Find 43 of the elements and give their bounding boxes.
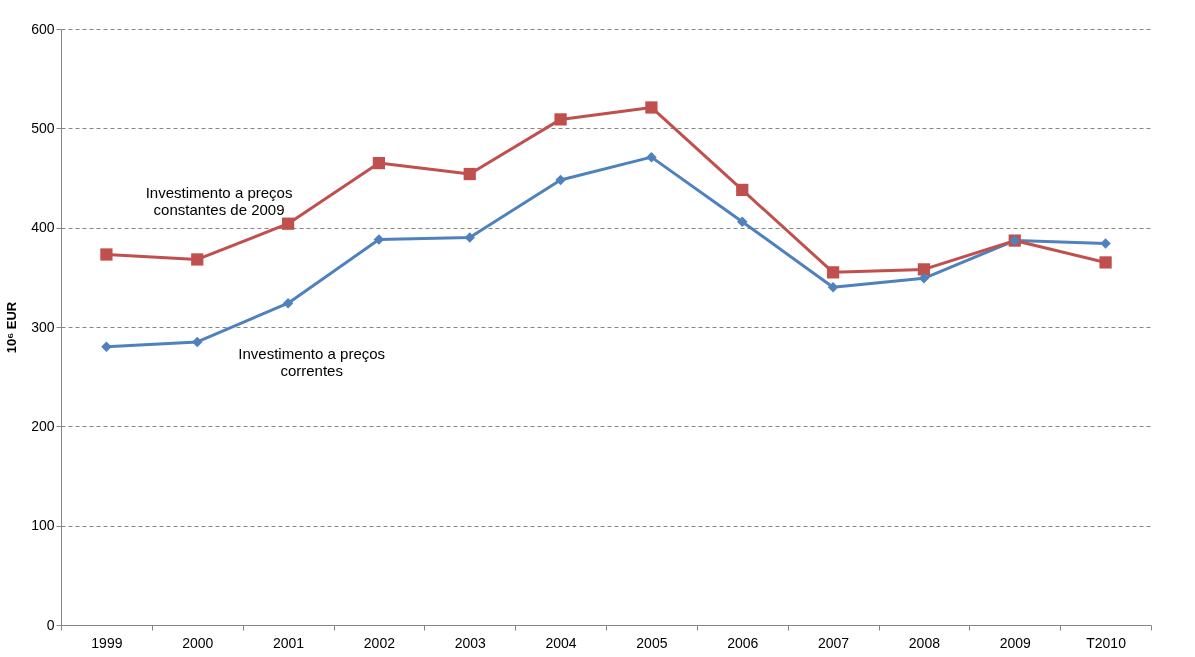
point <box>1100 238 1111 249</box>
x-tick-label: 1999 <box>91 634 123 651</box>
point <box>282 297 294 309</box>
y-tick-label: 600 <box>31 20 55 37</box>
point <box>372 156 386 170</box>
x-tick-label: T2010 <box>1086 634 1127 651</box>
point <box>191 253 204 266</box>
x-tick-label: 2008 <box>908 634 941 651</box>
y-axis-title: 10⁶ EUR <box>4 301 20 354</box>
point <box>918 273 930 284</box>
x-tick-label: 2000 <box>182 634 214 651</box>
y-tick-label: 400 <box>31 219 55 236</box>
point <box>917 263 931 276</box>
point <box>100 248 113 261</box>
point <box>646 151 657 163</box>
x-tick-label: 2009 <box>999 634 1032 651</box>
point <box>463 167 476 181</box>
annotation: Investimento a preços correntes <box>238 344 386 379</box>
point <box>101 341 112 353</box>
point <box>192 336 203 348</box>
annotation: Investimento a preços constantes de 2009 <box>145 183 293 218</box>
y-tick-label: 100 <box>31 517 55 534</box>
x-tick-label: 2002 <box>363 634 396 651</box>
point <box>737 216 748 227</box>
point <box>827 282 839 293</box>
y-tick-label: 0 <box>46 616 55 633</box>
x-tick-label: 2007 <box>818 634 850 651</box>
x-tick-label: 2004 <box>545 634 577 651</box>
point <box>826 266 840 279</box>
point <box>281 217 295 230</box>
point <box>1099 256 1112 269</box>
y-tick-label: 300 <box>31 318 55 335</box>
point <box>736 183 749 197</box>
y-tick-label: 200 <box>31 417 55 434</box>
x-tick-label: 2005 <box>636 634 668 651</box>
point <box>645 101 658 114</box>
point <box>464 232 475 243</box>
x-tick-label: 2003 <box>454 634 487 651</box>
x-tick-label: 2006 <box>727 634 759 651</box>
x-tick-label: 2001 <box>273 634 305 651</box>
point <box>555 174 566 186</box>
y-tick-label: 500 <box>31 119 55 136</box>
point <box>554 113 567 126</box>
